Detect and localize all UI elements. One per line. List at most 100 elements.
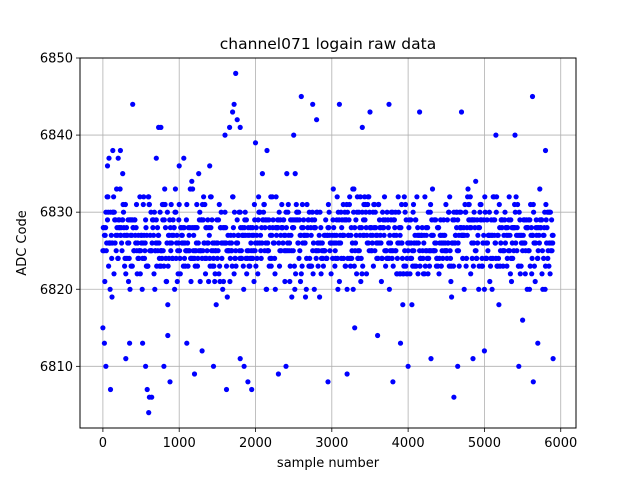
data-point [201,194,207,200]
data-point [428,201,434,208]
data-point [484,240,491,246]
data-point [266,217,272,223]
data-point [295,240,301,246]
data-point [191,232,197,238]
data-point [386,101,392,107]
data-point [176,217,182,223]
data-point [218,209,224,215]
data-point [426,263,433,269]
data-point [376,201,382,208]
data-point [438,263,444,269]
data-point [107,286,113,292]
data-point [319,240,325,246]
data-point [377,232,383,238]
data-point [456,263,462,269]
data-point [200,217,206,223]
data-point [291,132,297,138]
data-point [550,356,556,362]
data-point [349,255,355,261]
data-point [471,209,477,215]
data-point [344,209,351,215]
data-point [228,240,235,246]
data-point [195,255,201,261]
data-point [217,263,223,269]
data-point [112,240,118,246]
data-point [331,225,337,231]
data-point [111,209,117,215]
data-point [317,209,323,215]
data-point [325,201,331,208]
data-point [530,379,536,385]
data-point [153,217,159,223]
data-point [501,248,507,254]
data-point [291,263,297,269]
data-point [227,278,233,285]
data-point [149,240,155,246]
data-point [207,255,213,261]
data-point [531,209,537,215]
data-point [243,217,249,223]
data-point [247,263,253,269]
data-point [133,201,140,208]
data-point [264,147,270,154]
data-point [346,217,352,223]
data-point [259,171,265,177]
data-point [526,248,532,254]
data-point [202,201,208,208]
data-point [481,286,487,292]
data-point [113,248,119,254]
data-point [325,379,331,385]
data-point [183,217,189,223]
data-point [179,232,185,238]
data-point [220,278,227,285]
data-point [172,186,178,192]
data-point [102,278,108,285]
data-point [496,201,502,208]
data-point [234,217,240,223]
data-point [336,101,342,107]
data-point [173,209,179,215]
data-point [164,278,170,285]
data-point [341,255,347,261]
data-point [400,302,406,308]
data-point [176,201,182,208]
data-point [197,278,203,285]
data-point [381,225,387,231]
data-point [546,263,552,269]
data-point [495,255,502,261]
data-point [215,240,221,246]
data-point [358,255,364,261]
data-point [185,240,191,246]
data-point [100,325,106,331]
data-point [415,240,421,246]
data-point [517,217,523,223]
data-point [141,255,148,261]
data-point [103,363,109,369]
data-point [535,340,541,346]
data-point [251,278,257,285]
data-point [351,263,357,269]
data-point [496,302,502,308]
data-point [433,240,439,246]
data-point [129,263,135,269]
data-point [544,225,550,231]
data-point [299,201,305,208]
data-point [387,232,393,238]
data-point [230,109,236,115]
data-point [520,317,526,323]
data-point [547,271,553,277]
data-point [265,248,272,254]
data-point [419,225,425,231]
data-point [366,194,372,200]
data-point [380,209,386,215]
data-point [336,278,342,285]
data-point [326,209,332,215]
data-point [463,209,469,215]
data-point [545,255,551,261]
data-point [323,217,329,223]
data-point [151,232,157,238]
data-point [363,225,369,231]
data-point [233,263,239,269]
data-point [194,263,201,269]
data-point [359,124,365,130]
